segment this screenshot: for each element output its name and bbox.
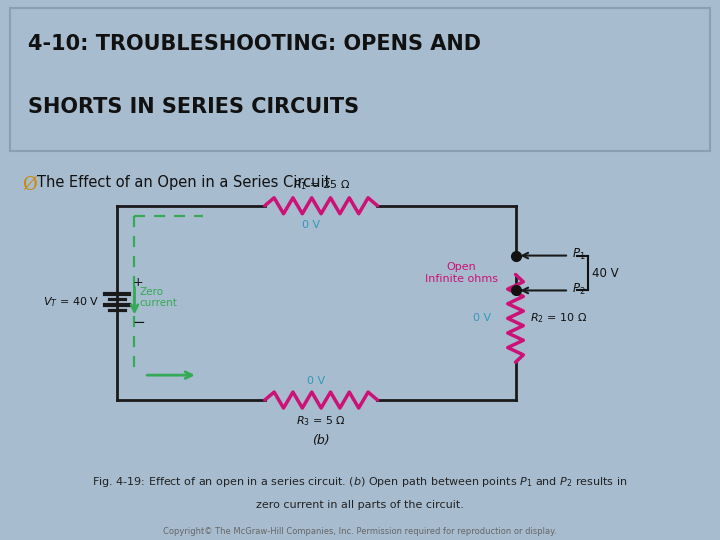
Text: $R_2$ = 10 Ω: $R_2$ = 10 Ω — [530, 312, 588, 325]
Text: $V_T$ = 40 V: $V_T$ = 40 V — [43, 295, 99, 309]
Text: 0 V: 0 V — [473, 313, 491, 323]
Text: Ø: Ø — [22, 176, 37, 194]
Text: $P_2$: $P_2$ — [572, 282, 585, 297]
Text: $P_1$: $P_1$ — [572, 247, 585, 262]
Text: SHORTS IN SERIES CIRCUITS: SHORTS IN SERIES CIRCUITS — [27, 97, 359, 117]
Text: 4-10: TROUBLESHOOTING: OPENS AND: 4-10: TROUBLESHOOTING: OPENS AND — [27, 34, 480, 54]
Text: $R_1$ = 25 Ω: $R_1$ = 25 Ω — [292, 178, 350, 192]
Text: $R_3$ = 5 Ω: $R_3$ = 5 Ω — [296, 414, 346, 428]
Text: Zero
current: Zero current — [140, 287, 177, 308]
Text: +: + — [132, 276, 143, 289]
Text: 0 V: 0 V — [302, 220, 320, 229]
Text: zero current in all parts of the circuit.: zero current in all parts of the circuit… — [256, 500, 464, 510]
Text: −: − — [132, 315, 145, 330]
Text: 40 V: 40 V — [593, 267, 619, 280]
Text: The Effect of an Open in a Series Circuit: The Effect of an Open in a Series Circui… — [37, 175, 330, 190]
Text: Open
Infinite ohms: Open Infinite ohms — [425, 262, 498, 284]
Text: Copyright© The McGraw-Hill Companies, Inc. Permission required for reproduction : Copyright© The McGraw-Hill Companies, In… — [163, 527, 557, 536]
Text: (b): (b) — [312, 434, 330, 447]
Text: 0 V: 0 V — [307, 376, 325, 386]
Text: Fig. 4-19: Effect of an open in a series circuit. $(b)$ Open path between points: Fig. 4-19: Effect of an open in a series… — [92, 475, 628, 489]
